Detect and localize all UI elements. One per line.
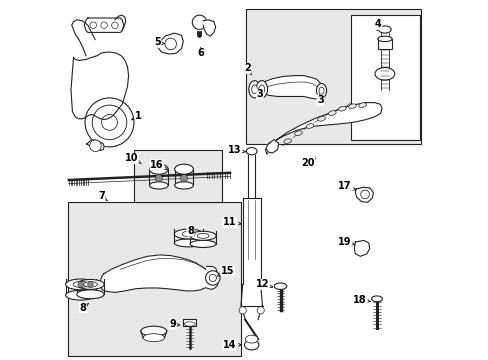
Circle shape <box>87 282 93 287</box>
Ellipse shape <box>283 139 291 143</box>
Ellipse shape <box>149 164 168 174</box>
Ellipse shape <box>182 231 195 237</box>
Text: 14: 14 <box>223 340 241 350</box>
Ellipse shape <box>371 296 382 302</box>
Ellipse shape <box>174 229 203 239</box>
Circle shape <box>78 282 83 287</box>
Polygon shape <box>203 20 215 36</box>
Ellipse shape <box>358 103 366 107</box>
Text: 1: 1 <box>132 111 142 121</box>
Text: 2: 2 <box>244 63 251 75</box>
Text: 17: 17 <box>338 181 355 192</box>
Ellipse shape <box>77 290 104 299</box>
Polygon shape <box>71 52 128 120</box>
Ellipse shape <box>338 107 346 111</box>
Bar <box>68 202 241 356</box>
Ellipse shape <box>377 36 391 41</box>
Ellipse shape <box>149 182 168 189</box>
Text: 10: 10 <box>124 153 141 163</box>
Text: 4: 4 <box>374 19 381 31</box>
Ellipse shape <box>316 84 326 98</box>
Ellipse shape <box>245 335 258 343</box>
Ellipse shape <box>251 85 257 94</box>
Circle shape <box>92 105 126 140</box>
Ellipse shape <box>73 282 88 287</box>
Ellipse shape <box>317 117 325 121</box>
Ellipse shape <box>174 182 193 189</box>
Ellipse shape <box>184 322 195 326</box>
Ellipse shape <box>374 68 394 80</box>
Text: 19: 19 <box>338 237 354 247</box>
Circle shape <box>89 140 101 152</box>
Text: 15: 15 <box>217 266 234 276</box>
Ellipse shape <box>328 111 336 115</box>
Polygon shape <box>100 255 215 292</box>
Polygon shape <box>355 187 373 202</box>
Text: 5: 5 <box>154 37 164 48</box>
Circle shape <box>102 114 117 130</box>
Polygon shape <box>206 266 218 289</box>
Ellipse shape <box>246 148 257 155</box>
Polygon shape <box>265 103 381 154</box>
Text: 9: 9 <box>169 319 180 329</box>
Ellipse shape <box>65 279 96 290</box>
Text: 16: 16 <box>150 160 167 170</box>
Text: 7: 7 <box>98 191 107 201</box>
Ellipse shape <box>256 81 267 98</box>
Ellipse shape <box>244 340 258 350</box>
Ellipse shape <box>248 81 260 98</box>
Circle shape <box>192 15 206 30</box>
Polygon shape <box>354 240 369 256</box>
Ellipse shape <box>142 334 164 342</box>
Bar <box>133 150 222 202</box>
Circle shape <box>239 307 246 314</box>
Ellipse shape <box>274 283 286 289</box>
Ellipse shape <box>174 164 193 174</box>
Circle shape <box>209 274 216 282</box>
Text: 11: 11 <box>223 217 241 228</box>
Ellipse shape <box>190 231 216 240</box>
Text: 20: 20 <box>301 158 315 168</box>
Circle shape <box>257 307 264 314</box>
Text: 13: 13 <box>228 145 245 156</box>
Ellipse shape <box>83 282 97 287</box>
Bar <box>246 9 420 144</box>
Bar <box>377 39 391 49</box>
Bar <box>350 15 419 140</box>
Ellipse shape <box>305 124 313 128</box>
Polygon shape <box>87 140 104 150</box>
Text: 12: 12 <box>255 279 272 289</box>
Text: 8: 8 <box>186 226 193 236</box>
Ellipse shape <box>258 85 264 94</box>
Ellipse shape <box>77 279 104 289</box>
Text: 3: 3 <box>316 94 323 105</box>
Polygon shape <box>84 18 123 32</box>
Ellipse shape <box>348 104 356 108</box>
Ellipse shape <box>65 291 96 300</box>
Text: 18: 18 <box>352 294 370 305</box>
Ellipse shape <box>141 326 166 336</box>
Text: 3: 3 <box>256 89 263 99</box>
Bar <box>183 319 196 326</box>
Ellipse shape <box>294 131 302 135</box>
Circle shape <box>155 175 162 182</box>
Circle shape <box>180 175 187 182</box>
Ellipse shape <box>378 26 390 33</box>
Circle shape <box>85 98 134 147</box>
Text: 8: 8 <box>79 303 89 313</box>
Ellipse shape <box>190 240 216 248</box>
Polygon shape <box>253 76 322 99</box>
Circle shape <box>205 271 220 285</box>
Ellipse shape <box>318 87 324 94</box>
Ellipse shape <box>174 239 203 247</box>
Polygon shape <box>265 140 278 153</box>
Text: 6: 6 <box>197 48 203 58</box>
Ellipse shape <box>197 233 208 238</box>
Polygon shape <box>157 33 183 54</box>
